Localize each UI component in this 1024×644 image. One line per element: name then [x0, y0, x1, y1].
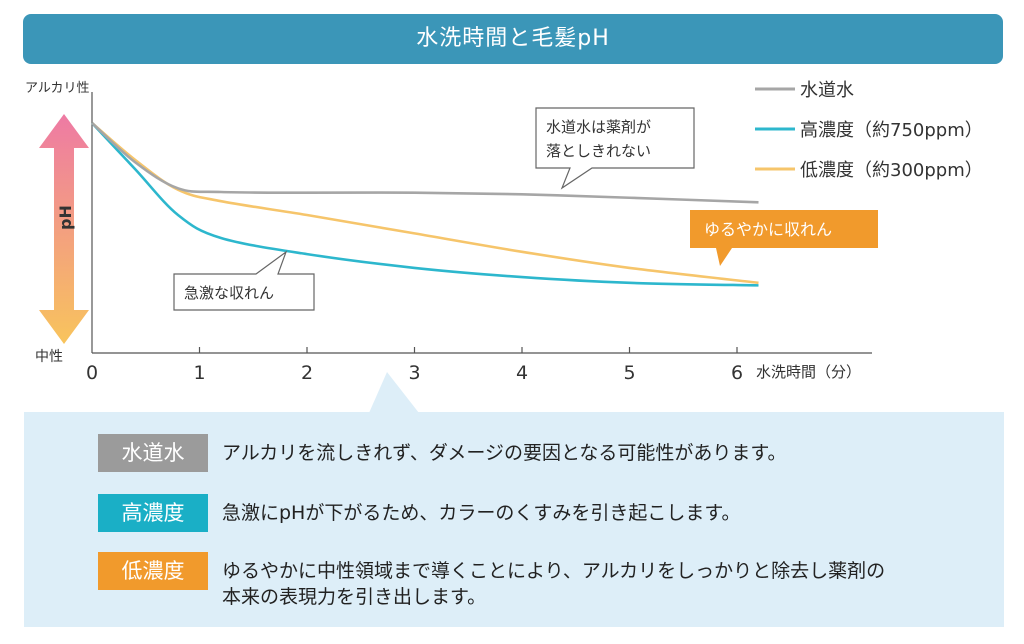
chart-title: 水洗時間と毛髪pH [416, 26, 610, 51]
xlabel: 水洗時間（分） [756, 363, 861, 381]
x-tick-label: 5 [623, 362, 635, 384]
annotation-tap: 水道水は薬剤が 落としきれない [535, 107, 695, 190]
desc-high: 急激にpHが下がるため、カラーのくすみを引き起こします。 [222, 502, 741, 524]
x-tick-label: 3 [408, 362, 420, 384]
ylabel-top: アルカリ性 [25, 81, 89, 96]
annotation-high-text: 急激な収れん [184, 284, 274, 302]
series-line-1 [91, 122, 759, 287]
ph-arrow [39, 114, 89, 344]
legend-label: 低濃度（約300ppm） [800, 160, 983, 181]
row-low: 低濃度 ゆるやかに中性領域まで導くことにより、アルカリをしっかりと除去し薬剤の本… [98, 552, 902, 610]
series-lines [91, 122, 759, 287]
ph-chart: アルカリ性 pH 中性 水洗時間（分） 0 1 2 3 4 5 6 水道水は薬剤が 落としき… [25, 80, 983, 384]
ylabel-bottom: 中性 [35, 349, 63, 365]
annotation-low-text: ゆるやかに収れん [704, 220, 832, 239]
x-tick-label: 4 [516, 362, 528, 384]
title-bar: 水洗時間と毛髪pH [23, 14, 1003, 64]
desc-low: ゆるやかに中性領域まで導くことにより、アルカリをしっかりと除去し薬剤の本来の表現… [222, 560, 886, 608]
description-panel: 水道水 アルカリを流しきれず、ダメージの要因となる可能性があります。 高濃度 急… [24, 372, 1004, 627]
panel-pointer [369, 372, 419, 413]
desc-tap: アルカリを流しきれず、ダメージの要因となる可能性があります。 [222, 442, 787, 464]
badge-high: 高濃度 [98, 494, 208, 532]
x-ticks: 0 1 2 3 4 5 6 [86, 347, 743, 384]
annotation-low: ゆるやかに収れん [690, 210, 878, 266]
legend-label: 水道水 [800, 80, 854, 101]
legend-label: 高濃度（約750ppm） [800, 120, 983, 141]
series-line-0 [91, 122, 759, 204]
annotation-high: 急激な収れん [173, 250, 315, 311]
ylabel-center: pH [56, 205, 75, 230]
badge-tap: 水道水 [98, 434, 208, 472]
annotation-tap-line2: 落としきれない [546, 142, 651, 160]
x-tick-label: 1 [193, 362, 205, 384]
row-tap: 水道水 アルカリを流しきれず、ダメージの要因となる可能性があります。 [98, 434, 922, 472]
badge-low: 低濃度 [98, 552, 208, 590]
row-high: 高濃度 急激にpHが下がるため、カラーのくすみを引き起こします。 [98, 494, 922, 532]
x-tick-label: 6 [731, 362, 743, 384]
x-tick-label: 2 [301, 362, 313, 384]
annotation-tap-line1: 水道水は薬剤が [546, 118, 651, 136]
x-tick-label: 0 [86, 362, 98, 384]
